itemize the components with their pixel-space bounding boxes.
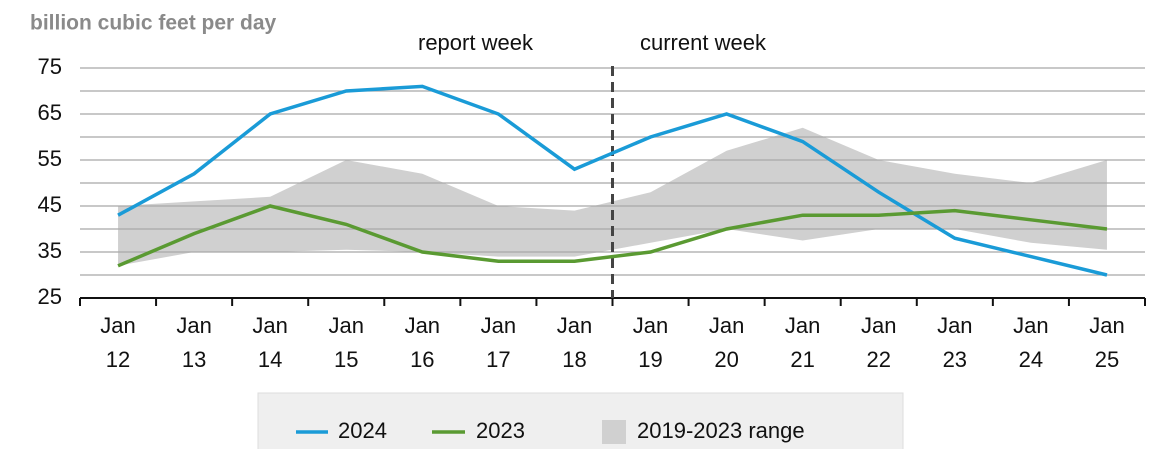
x-tick-label: Jan 23: [937, 313, 973, 372]
y-tick-label: 45: [38, 192, 62, 217]
series-line: [117, 204, 1108, 268]
annotation: report week: [418, 30, 534, 55]
x-tick-label: Jan 25: [1089, 313, 1125, 372]
legend-label: 2019-2023 range: [637, 418, 805, 443]
series-line: [117, 84, 1108, 277]
x-tick-label: Jan 19: [632, 313, 669, 372]
y-axis-label: billion cubic feet per day: [30, 12, 277, 35]
x-tick-label: Jan 22: [861, 313, 897, 372]
x-tick-label: Jan 21: [784, 313, 821, 372]
y-tick-label: 65: [38, 100, 62, 125]
x-tick-label: Jan 17: [480, 313, 517, 372]
x-tick-label: Jan 24: [1013, 313, 1049, 372]
y-tick-label: 25: [38, 284, 62, 309]
x-tick-label: Jan 13: [176, 313, 212, 372]
legend-label: 2023: [476, 418, 525, 443]
legend-box: [257, 392, 904, 449]
x-tick-label: Jan 20: [708, 313, 745, 372]
x-tick-label: Jan 15: [328, 313, 364, 372]
y-tick-label: 55: [38, 146, 62, 171]
y-tick-label: 75: [38, 54, 62, 79]
x-tick-label: Jan 16: [404, 313, 441, 372]
legend-swatch: [602, 420, 626, 444]
y-tick-label: 35: [38, 238, 62, 263]
annotation: current week: [640, 30, 767, 55]
x-tick-label: Jan 12: [100, 313, 136, 372]
x-tick-label: Jan 14: [252, 313, 288, 372]
x-tick-label: Jan 18: [556, 313, 593, 372]
legend-label: 2024: [338, 418, 387, 443]
